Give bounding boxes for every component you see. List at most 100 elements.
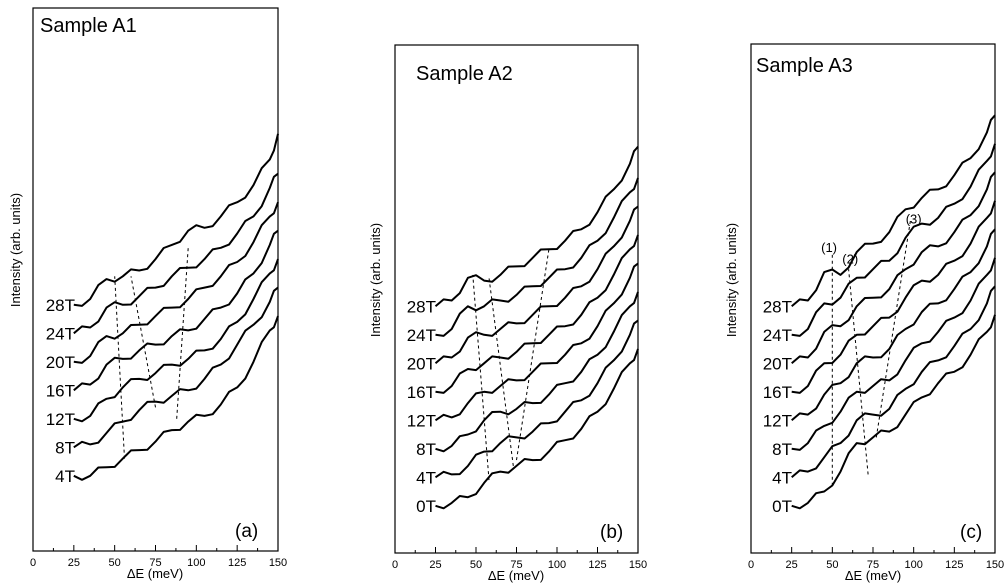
spectrum-4T <box>791 285 996 479</box>
peak-annotation: (2) <box>842 252 858 267</box>
field-label-12T: 12T <box>407 411 436 430</box>
guide-line-2 <box>488 277 514 466</box>
x-tick-label: 125 <box>945 559 963 571</box>
panel-b: 0 25 50 75 100 125 150 0T 4T 8T 12T 16T 20T 24T 28T S… <box>368 44 647 583</box>
x-axis-label: ΔE (meV) <box>488 568 544 583</box>
peak-annotations: (1) (2) (3) <box>821 212 921 267</box>
y-axis-label: Intensity (arb. units) <box>8 193 23 307</box>
panel-a: 0 25 50 75 100 125 150 4T 8T 12T 16T 20T 24T 28T Sam… <box>8 7 287 581</box>
x-tick-label: 25 <box>786 559 798 571</box>
guide-lines <box>114 247 189 459</box>
guide-line-3 <box>875 220 911 438</box>
x-tick-label: 50 <box>109 557 121 569</box>
x-axis-ticks: 0 25 50 75 100 125 150 <box>392 547 647 571</box>
panel-label: (b) <box>600 522 623 543</box>
y-axis-label: Intensity (arb. units) <box>724 223 739 337</box>
panel-title: Sample A3 <box>756 55 853 77</box>
spectrum-16T <box>73 229 279 392</box>
field-label-24T: 24T <box>46 324 75 343</box>
x-tick-label: 25 <box>429 559 441 571</box>
x-tick-label: 0 <box>748 559 754 571</box>
field-label-20T: 20T <box>407 354 436 373</box>
spectrum-20T <box>434 205 639 365</box>
x-tick-label: 75 <box>510 559 522 571</box>
peak-annotation: (3) <box>906 212 922 227</box>
spectrum-8T <box>73 286 279 449</box>
field-label-28T: 28T <box>46 296 75 315</box>
field-label-20T: 20T <box>763 354 792 373</box>
spectrum-24T <box>73 172 279 335</box>
guide-line-2 <box>848 269 869 475</box>
guide-line-1 <box>114 276 125 459</box>
spectrum-24T <box>435 177 639 337</box>
spectrum-8T <box>791 257 996 451</box>
field-label-8T: 8T <box>772 440 792 459</box>
field-labels: 4T 8T 12T 16T 20T 24T 28T <box>46 296 75 486</box>
guide-line-3 <box>176 247 189 419</box>
spectrum-20T <box>73 201 279 364</box>
x-tick-label: 25 <box>68 557 80 569</box>
spectrum-28T <box>434 146 639 308</box>
x-tick-label: 125 <box>588 559 606 571</box>
field-label-16T: 16T <box>763 383 792 402</box>
spectrum-4T <box>434 319 639 479</box>
x-axis-ticks: 0 25 50 75 100 125 150 <box>30 545 287 569</box>
spectrum-16T <box>435 234 639 394</box>
x-axis-ticks: 0 25 50 75 100 125 150 <box>748 547 1004 571</box>
field-labels: 0T 4T 8T 12T 16T 20T 24T 28T <box>407 297 436 516</box>
guide-line-3 <box>516 249 550 461</box>
x-tick-label: 75 <box>867 559 879 571</box>
field-label-12T: 12T <box>763 411 792 430</box>
x-tick-label: 125 <box>228 557 246 569</box>
x-tick-label: 50 <box>470 559 482 571</box>
field-label-0T: 0T <box>416 497 436 516</box>
spectrum-20T <box>791 171 996 365</box>
y-axis-label: Intensity (arb. units) <box>368 223 383 337</box>
spectrum-8T <box>435 291 639 453</box>
x-tick-label: 0 <box>30 557 36 569</box>
x-axis-label: ΔE (meV) <box>127 566 183 581</box>
panel-label: (c) <box>960 522 982 543</box>
field-label-28T: 28T <box>407 297 436 316</box>
field-label-8T: 8T <box>416 440 436 459</box>
spectrum-0T <box>435 348 639 510</box>
field-label-24T: 24T <box>763 326 792 345</box>
spectrum-28T <box>791 114 996 308</box>
spectrum-24T <box>791 143 996 337</box>
spectrum-12T <box>791 228 996 422</box>
field-label-4T: 4T <box>772 468 792 487</box>
x-tick-label: 100 <box>904 559 922 571</box>
x-tick-label: 0 <box>392 559 398 571</box>
guide-line-2 <box>130 276 156 408</box>
spectrum-0T <box>791 314 996 510</box>
spectra <box>73 133 279 481</box>
x-tick-label: 150 <box>269 557 287 569</box>
field-label-8T: 8T <box>55 438 75 457</box>
x-tick-label: 50 <box>826 559 838 571</box>
field-label-4T: 4T <box>416 468 436 487</box>
field-label-16T: 16T <box>46 381 75 400</box>
guide-lines <box>472 249 550 481</box>
spectra <box>434 146 639 510</box>
field-label-28T: 28T <box>763 297 792 316</box>
field-label-12T: 12T <box>46 410 75 429</box>
panel-c: 0 25 50 75 100 125 150 0T 4T 8T 12T 16T 20T 24T 28T (… <box>724 43 1004 583</box>
panel-title: Sample A1 <box>40 15 137 37</box>
panel-title: Sample A2 <box>416 63 513 85</box>
x-axis-label: ΔE (meV) <box>845 568 901 583</box>
guide-line-1 <box>472 274 490 481</box>
field-label-0T: 0T <box>772 497 792 516</box>
spectrum-12T <box>73 258 279 423</box>
x-tick-label: 150 <box>629 559 647 571</box>
x-tick-label: 100 <box>187 557 205 569</box>
panel-label: (a) <box>235 521 258 542</box>
spectrum-12T <box>434 262 639 422</box>
peak-annotation: (1) <box>821 240 837 255</box>
spectrum-28T <box>73 133 279 307</box>
spectrum-16T <box>791 200 996 394</box>
field-labels: 0T 4T 8T 12T 16T 20T 24T 28T <box>763 297 792 516</box>
field-label-4T: 4T <box>55 467 75 486</box>
field-label-24T: 24T <box>407 326 436 345</box>
field-label-16T: 16T <box>407 383 436 402</box>
